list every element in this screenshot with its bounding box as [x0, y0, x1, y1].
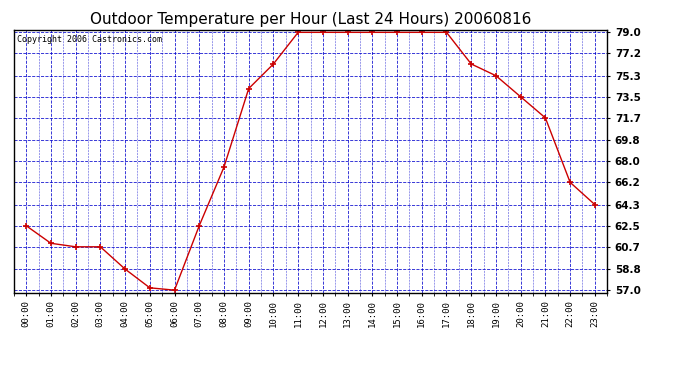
Text: Copyright 2006 Castronics.com: Copyright 2006 Castronics.com	[17, 35, 161, 44]
Title: Outdoor Temperature per Hour (Last 24 Hours) 20060816: Outdoor Temperature per Hour (Last 24 Ho…	[90, 12, 531, 27]
